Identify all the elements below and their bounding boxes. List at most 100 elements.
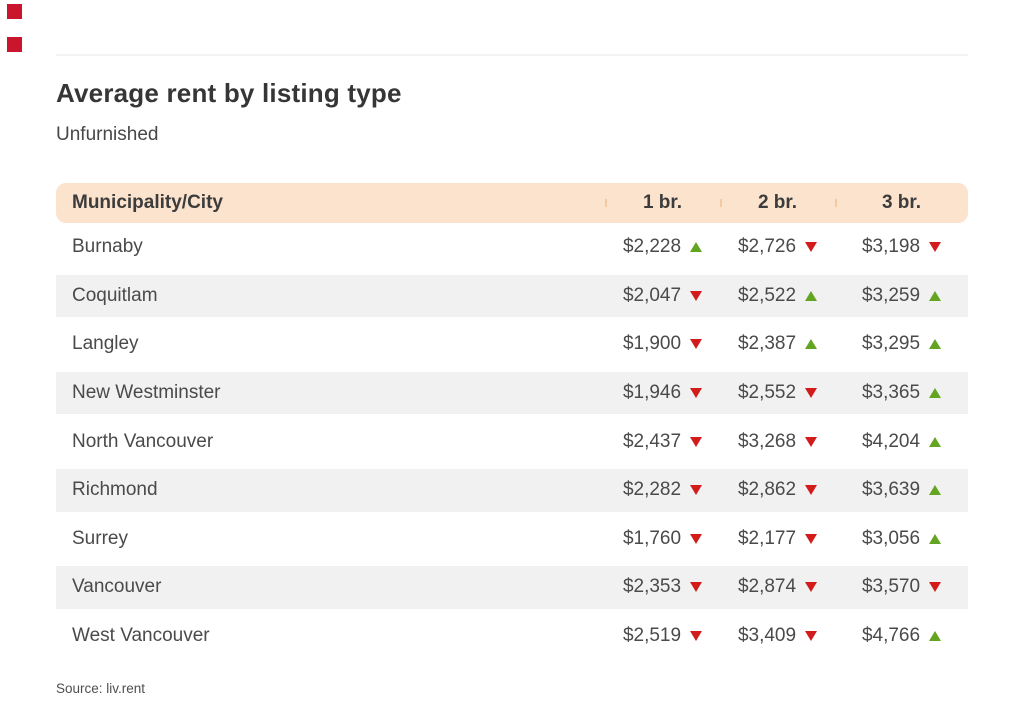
rent-value: $3,409	[737, 625, 797, 647]
rent-value: $2,047	[622, 284, 682, 306]
trend-down-icon	[690, 388, 703, 399]
rent-value: $3,365	[861, 382, 921, 404]
rent-value: $1,946	[622, 382, 682, 404]
rent-cell: $2,874	[720, 576, 835, 598]
rent-cell: $2,282	[605, 479, 720, 501]
city-cell: Coquitlam	[72, 284, 158, 306]
trend-down-icon	[690, 533, 703, 544]
city-cell: New Westminster	[72, 382, 221, 404]
rent-value: $3,259	[861, 284, 921, 306]
trend-down-icon	[690, 631, 703, 642]
rent-cell: $3,295	[835, 333, 968, 355]
trend-down-icon	[805, 582, 818, 593]
rent-cell: $2,519	[605, 625, 720, 647]
page-title: Average rent by listing type	[56, 78, 402, 108]
trend-up-icon	[805, 290, 818, 301]
trend-up-icon	[929, 436, 942, 447]
rent-cell: $3,570	[835, 576, 968, 598]
rent-cell: $3,198	[835, 236, 968, 258]
trend-down-icon	[690, 339, 703, 350]
table-row: Richmond $2,282 $2,862 $3,639	[56, 465, 968, 515]
rent-value: $2,552	[737, 382, 797, 404]
rent-cell: $2,387	[720, 333, 835, 355]
page-subtitle: Unfurnished	[56, 124, 159, 145]
rent-value: $3,268	[737, 430, 797, 452]
rent-value: $4,766	[861, 625, 921, 647]
rent-value: $4,204	[861, 430, 921, 452]
rent-cell: $2,726	[720, 236, 835, 258]
table-row: North Vancouver $2,437 $3,268 $4,204	[56, 417, 968, 466]
rent-value: $2,862	[737, 479, 797, 501]
brand-square-bottom-icon	[7, 37, 22, 52]
trend-down-icon	[690, 582, 703, 593]
trend-down-icon	[805, 242, 818, 253]
trend-down-icon	[929, 242, 942, 253]
rent-cell: $3,259	[835, 285, 968, 307]
trend-up-icon	[929, 290, 942, 301]
table-row: Burnaby $2,228 $2,726 $3,198	[56, 223, 968, 272]
rent-cell: $2,228	[605, 236, 720, 258]
rent-cell: $1,760	[605, 528, 720, 550]
rent-value: $2,228	[622, 236, 682, 258]
rent-cell: $2,353	[605, 576, 720, 598]
rent-cell: $2,522	[720, 285, 835, 307]
trend-up-icon	[929, 388, 942, 399]
trend-down-icon	[805, 631, 818, 642]
rent-value: $3,639	[861, 479, 921, 501]
trend-down-icon	[690, 485, 703, 496]
trend-down-icon	[805, 485, 818, 496]
rent-cell: $3,365	[835, 382, 968, 404]
trend-down-icon	[929, 582, 942, 593]
table-body: Burnaby $2,228 $2,726 $3,198 Coquitlam $2,047…	[56, 223, 968, 661]
rent-cell: $3,268	[720, 431, 835, 453]
top-divider	[56, 54, 968, 56]
trend-up-icon	[929, 533, 942, 544]
rent-value: $3,570	[861, 576, 921, 598]
rent-value: $1,900	[622, 333, 682, 355]
rent-value: $2,177	[737, 527, 797, 549]
table-row: Langley $1,900 $2,387 $3,295	[56, 320, 968, 369]
trend-down-icon	[805, 436, 818, 447]
city-cell: North Vancouver	[72, 430, 214, 452]
rent-value: $2,282	[622, 479, 682, 501]
rent-cell: $4,204	[835, 431, 968, 453]
rent-value: $2,353	[622, 576, 682, 598]
rent-cell: $3,639	[835, 479, 968, 501]
trend-up-icon	[805, 339, 818, 350]
rent-cell: $1,900	[605, 333, 720, 355]
rent-table: Municipality/City 1 br. 2 br. 3 br. Burn…	[56, 183, 968, 661]
trend-up-icon	[690, 242, 703, 253]
rent-value: $2,726	[737, 236, 797, 258]
trend-down-icon	[805, 388, 818, 399]
trend-up-icon	[929, 339, 942, 350]
city-cell: West Vancouver	[72, 625, 210, 647]
rent-value: $2,387	[737, 333, 797, 355]
rent-cell: $2,177	[720, 528, 835, 550]
trend-up-icon	[929, 485, 942, 496]
brand-square-top-icon	[7, 4, 22, 19]
rent-value: $3,198	[861, 236, 921, 258]
table-header-row: Municipality/City 1 br. 2 br. 3 br.	[56, 183, 968, 223]
trend-down-icon	[805, 533, 818, 544]
rent-value: $1,760	[622, 527, 682, 549]
table-row: New Westminster $1,946 $2,552 $3,365	[56, 368, 968, 418]
rent-cell: $2,862	[720, 479, 835, 501]
source-note: Source: liv.rent	[56, 681, 146, 696]
city-cell: Vancouver	[72, 576, 162, 598]
rent-cell: $2,437	[605, 431, 720, 453]
column-header-3br: 3 br.	[835, 192, 968, 214]
rent-cell: $4,766	[835, 625, 968, 647]
column-header-municipality: Municipality/City	[72, 192, 223, 213]
rent-value: $2,437	[622, 430, 682, 452]
city-cell: Surrey	[72, 527, 128, 549]
rent-value: $2,519	[622, 625, 682, 647]
table-row: West Vancouver $2,519 $3,409 $4,766	[56, 611, 968, 661]
rent-value: $2,874	[737, 576, 797, 598]
city-cell: Burnaby	[72, 236, 143, 258]
city-cell: Richmond	[72, 479, 158, 501]
rent-cell: $3,409	[720, 625, 835, 647]
table-row: Surrey $1,760 $2,177 $3,056	[56, 514, 968, 564]
rent-value: $3,295	[861, 333, 921, 355]
rent-value: $3,056	[861, 527, 921, 549]
